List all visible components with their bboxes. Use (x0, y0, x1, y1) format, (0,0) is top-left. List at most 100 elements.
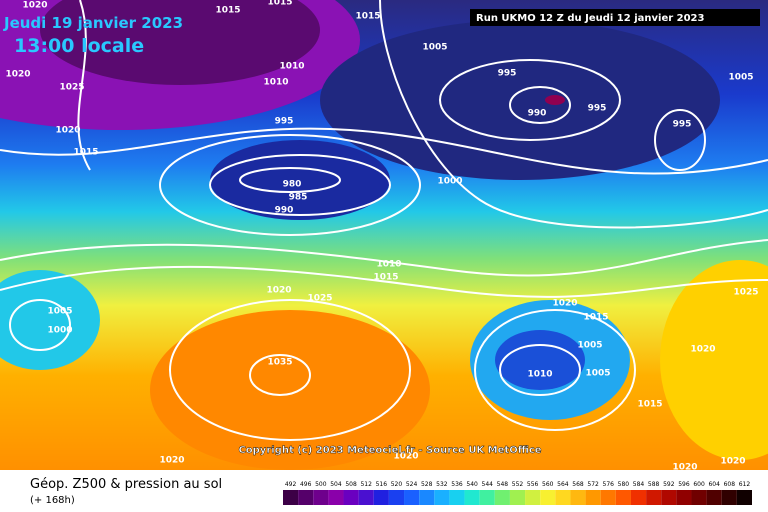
isobar-label: 1015 (215, 6, 240, 16)
scale-swatch (449, 490, 465, 505)
scale-label: 572 (587, 481, 599, 488)
isobar-label: 1015 (373, 273, 398, 283)
isobar-label: 980 (283, 180, 302, 190)
scale-label: 528 (421, 481, 433, 488)
isobar-label: 995 (275, 117, 294, 127)
scale-swatch (555, 490, 571, 505)
run-info: Run UKMO 12 Z du Jeudi 12 janvier 2023 (476, 13, 705, 24)
scale-label: 564 (557, 481, 569, 488)
isobar-label: 1020 (690, 345, 715, 355)
scale-swatch (434, 490, 450, 505)
scale-swatch (343, 490, 359, 505)
run-box (470, 9, 760, 26)
scale-label: 596 (678, 481, 690, 488)
forecast-date: Jeudi 19 janvier 2023 (3, 14, 183, 32)
scale-swatch (419, 490, 435, 505)
scale-swatch (676, 490, 692, 505)
scale-swatch (358, 490, 374, 505)
scale-label: 500 (315, 481, 327, 488)
scale-label: 540 (466, 481, 478, 488)
scale-label: 608 (724, 481, 736, 488)
isobar-label: 995 (588, 104, 607, 114)
isobar-label: 1010 (263, 78, 288, 88)
scale-swatch (721, 490, 737, 505)
scale-label: 548 (497, 481, 509, 488)
isobar-label: 995 (673, 120, 692, 130)
scale-swatch (661, 490, 677, 505)
scale-swatch (509, 490, 526, 505)
isobar-label: 1010 (376, 260, 401, 270)
isobar-label: 1000 (437, 177, 462, 187)
isobar-label: 990 (275, 206, 294, 216)
isobar-label: 1005 (577, 341, 602, 351)
scale-swatch (464, 490, 480, 505)
scale-label: 544 (482, 481, 494, 488)
isobar-label: 1015 (73, 148, 98, 158)
scale-swatch (283, 490, 299, 505)
scale-swatch (706, 490, 722, 505)
isobar-label: 1025 (307, 294, 332, 304)
copyright: Copyright (c) 2023 Meteociel.fr - Source… (238, 445, 541, 456)
isobar-label: 1005 (422, 43, 447, 53)
isobar-label: 1000 (47, 326, 72, 336)
isobar-label: 1020 (22, 1, 47, 11)
scale-label: 612 (739, 481, 751, 488)
scale-label: 520 (391, 481, 403, 488)
isobar-label: 1020 (266, 286, 291, 296)
isobars (0, 0, 768, 440)
scale-label: 508 (345, 481, 357, 488)
isobar-label: 1010 (279, 62, 304, 72)
scale-label: 536 (451, 481, 463, 488)
scale-swatch (404, 490, 420, 505)
scale-label: 560 (542, 481, 554, 488)
scale-swatch (298, 490, 314, 505)
scale-label: 492 (285, 481, 297, 488)
scale-swatch (328, 490, 344, 505)
scale-swatch (600, 490, 616, 505)
isobar-label: 985 (289, 193, 308, 203)
isobar-label: 995 (498, 69, 517, 79)
scale-swatch (373, 490, 389, 505)
scale-label: 584 (633, 481, 645, 488)
legend-title: Géop. Z500 & pression au sol (30, 477, 222, 492)
isobar-label: 1015 (355, 12, 380, 22)
scale-label: 516 (376, 481, 388, 488)
scale-label: 600 (693, 481, 705, 488)
scale-swatch (525, 490, 541, 505)
scale-label: 580 (618, 481, 630, 488)
isobar-label: 1025 (59, 83, 84, 93)
isobar-label: 1015 (583, 313, 608, 323)
isobar-label: 1015 (267, 0, 292, 8)
scale-swatch (494, 490, 510, 505)
scale-label: 568 (572, 481, 584, 488)
scale-label: 556 (527, 481, 539, 488)
isobar-label: 1025 (733, 288, 758, 298)
scale-label: 588 (648, 481, 660, 488)
color-scale: 492 496 500 504 508 512 516 520 524 528 532 536 540 5… (283, 481, 752, 505)
scale-label: 532 (436, 481, 448, 488)
scale-label: 576 (603, 481, 615, 488)
scale-swatch (630, 490, 647, 505)
scale-swatch (646, 490, 662, 505)
scale-label: 512 (360, 481, 372, 488)
legend-subtitle: (+ 168h) (30, 495, 75, 506)
isobar-label: 1010 (527, 370, 552, 380)
scale-swatch (736, 490, 752, 505)
scale-swatch (479, 490, 495, 505)
map-background (0, 0, 768, 470)
isobar-label: 1020 (393, 452, 418, 462)
scale-label: 504 (330, 481, 342, 488)
isobar-label: 1005 (585, 369, 610, 379)
forecast-time: 13:00 locale (14, 35, 144, 57)
isobar-label: 1005 (728, 73, 753, 83)
scale-label: 524 (406, 481, 418, 488)
scale-swatch (388, 490, 405, 505)
isobar-label: 1020 (672, 463, 697, 473)
isobar-label: 990 (528, 109, 547, 119)
scale-label: 592 (663, 481, 675, 488)
isobar-label: 1020 (552, 299, 577, 309)
isobar-label: 1015 (637, 400, 662, 410)
isobar-labels: 1020 1015 1015 1015 1020 1025 1020 1015 1010 1010… (5, 0, 758, 473)
scale-swatch (570, 490, 586, 505)
